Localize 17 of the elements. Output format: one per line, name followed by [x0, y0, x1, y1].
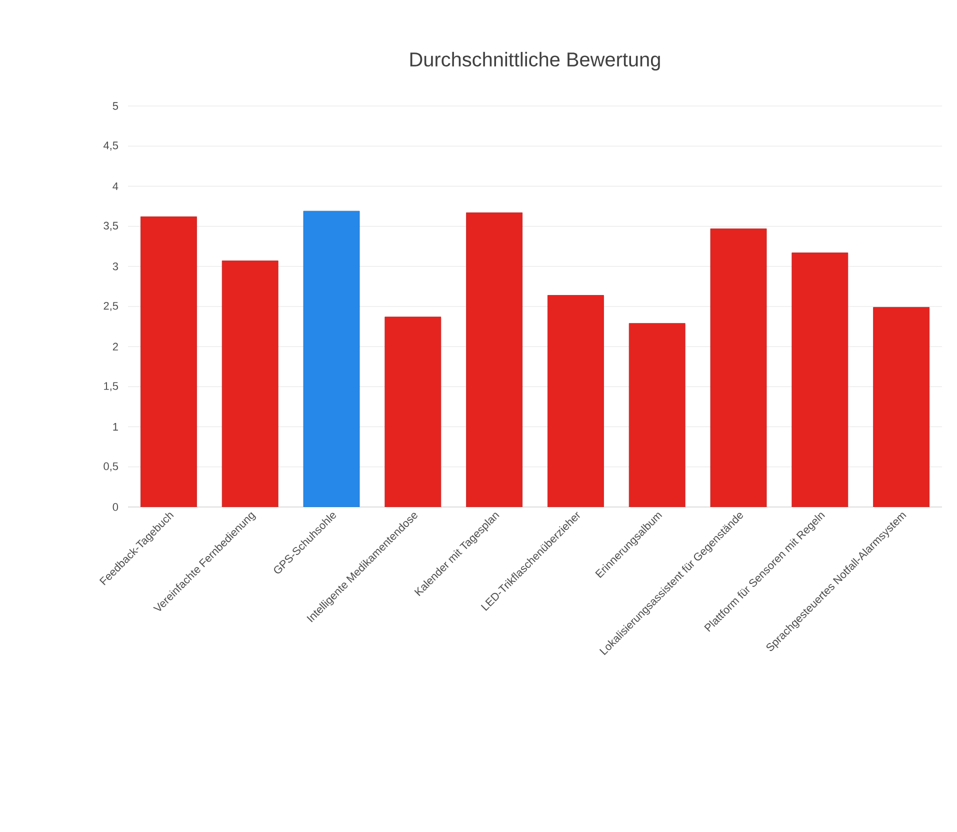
y-tick-label: 1 — [113, 423, 118, 431]
y-tick-label: 2 — [112, 342, 118, 350]
bar — [140, 216, 197, 507]
y-tick-label: 3 — [112, 262, 118, 270]
y-tick-label: 2,5 — [104, 302, 118, 312]
y-tick-label: 4 — [112, 182, 118, 190]
y-tick-label: 1,5 — [104, 382, 118, 392]
bar — [548, 295, 604, 507]
chart-title: Durchschnittliche Bewertung — [410, 52, 660, 71]
bar — [466, 212, 523, 507]
y-tick-label: 5 — [112, 102, 118, 110]
bar — [873, 307, 930, 507]
y-tick-label: 4,5 — [104, 142, 118, 151]
y-tick-label: 0 — [112, 503, 118, 511]
bar — [710, 228, 767, 507]
y-tick-label: 0,5 — [104, 462, 118, 472]
y-tick-label: 3,5 — [104, 222, 118, 231]
